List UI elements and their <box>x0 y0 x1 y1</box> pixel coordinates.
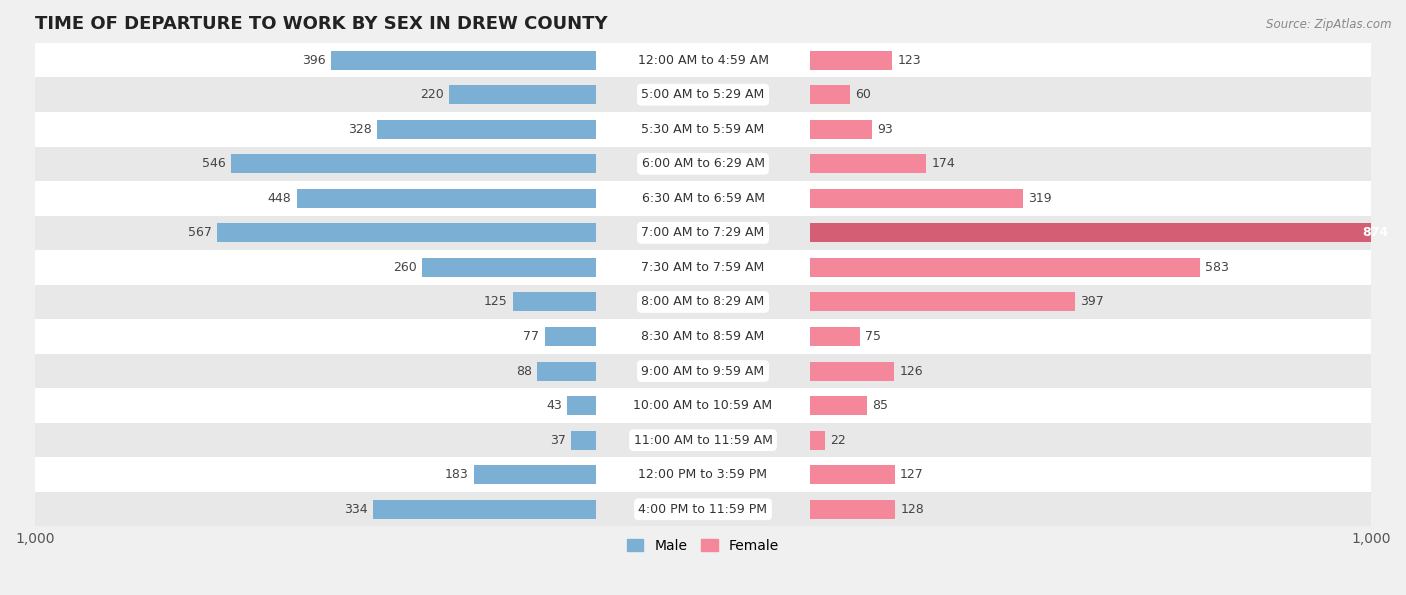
Text: 60: 60 <box>855 88 872 101</box>
Text: 12:00 PM to 3:59 PM: 12:00 PM to 3:59 PM <box>638 468 768 481</box>
Text: 123: 123 <box>897 54 921 67</box>
Text: 334: 334 <box>344 503 367 516</box>
Bar <box>35 146 1371 181</box>
Bar <box>810 327 860 346</box>
Bar <box>810 258 1199 277</box>
Text: 546: 546 <box>202 157 226 170</box>
Bar <box>35 492 1371 527</box>
Bar <box>810 396 866 415</box>
Bar <box>35 43 1371 77</box>
Legend: Male, Female: Male, Female <box>621 533 785 558</box>
Bar <box>35 181 1371 215</box>
Text: 183: 183 <box>444 468 468 481</box>
Text: 7:00 AM to 7:29 AM: 7:00 AM to 7:29 AM <box>641 226 765 239</box>
Bar <box>513 293 596 311</box>
Text: 12:00 AM to 4:59 AM: 12:00 AM to 4:59 AM <box>637 54 769 67</box>
Text: 174: 174 <box>932 157 955 170</box>
Bar <box>377 120 596 139</box>
Text: 319: 319 <box>1028 192 1052 205</box>
Text: 126: 126 <box>900 365 924 378</box>
Bar <box>544 327 596 346</box>
Text: 874: 874 <box>1362 226 1389 239</box>
Text: 567: 567 <box>188 226 212 239</box>
Text: 37: 37 <box>550 434 567 447</box>
Text: 127: 127 <box>900 468 924 481</box>
Text: 328: 328 <box>347 123 371 136</box>
Bar <box>537 362 596 381</box>
Text: 220: 220 <box>420 88 444 101</box>
Bar <box>810 500 896 519</box>
Text: 4:00 PM to 11:59 PM: 4:00 PM to 11:59 PM <box>638 503 768 516</box>
Bar <box>474 465 596 484</box>
Bar <box>35 458 1371 492</box>
Text: 128: 128 <box>901 503 925 516</box>
Text: 260: 260 <box>394 261 418 274</box>
Bar <box>217 223 596 242</box>
Bar <box>297 189 596 208</box>
Text: 396: 396 <box>302 54 326 67</box>
Bar <box>810 465 894 484</box>
Bar <box>810 293 1076 311</box>
Bar <box>568 396 596 415</box>
Bar <box>35 112 1371 146</box>
Text: 8:30 AM to 8:59 AM: 8:30 AM to 8:59 AM <box>641 330 765 343</box>
Bar <box>35 77 1371 112</box>
Bar <box>810 51 893 70</box>
Text: 583: 583 <box>1205 261 1229 274</box>
Bar <box>231 154 596 173</box>
Bar <box>571 431 596 450</box>
Text: 5:00 AM to 5:29 AM: 5:00 AM to 5:29 AM <box>641 88 765 101</box>
Text: 75: 75 <box>865 330 882 343</box>
Text: 8:00 AM to 8:29 AM: 8:00 AM to 8:29 AM <box>641 296 765 308</box>
Bar <box>810 431 825 450</box>
Bar <box>35 250 1371 284</box>
Text: 125: 125 <box>484 296 508 308</box>
Bar <box>449 85 596 104</box>
Text: 7:30 AM to 7:59 AM: 7:30 AM to 7:59 AM <box>641 261 765 274</box>
Bar <box>35 284 1371 320</box>
Text: 6:00 AM to 6:29 AM: 6:00 AM to 6:29 AM <box>641 157 765 170</box>
Text: Source: ZipAtlas.com: Source: ZipAtlas.com <box>1267 18 1392 31</box>
Bar <box>35 215 1371 250</box>
Bar <box>332 51 596 70</box>
Text: 43: 43 <box>547 399 562 412</box>
Text: 11:00 AM to 11:59 AM: 11:00 AM to 11:59 AM <box>634 434 772 447</box>
Text: 77: 77 <box>523 330 540 343</box>
Bar <box>810 120 872 139</box>
Bar <box>810 362 894 381</box>
Bar <box>35 320 1371 354</box>
Bar <box>35 423 1371 458</box>
Text: 22: 22 <box>830 434 846 447</box>
Text: 397: 397 <box>1081 296 1104 308</box>
Text: 10:00 AM to 10:59 AM: 10:00 AM to 10:59 AM <box>634 399 772 412</box>
Text: 6:30 AM to 6:59 AM: 6:30 AM to 6:59 AM <box>641 192 765 205</box>
Bar <box>810 85 851 104</box>
Text: 5:30 AM to 5:59 AM: 5:30 AM to 5:59 AM <box>641 123 765 136</box>
Text: 448: 448 <box>267 192 291 205</box>
Text: 88: 88 <box>516 365 531 378</box>
Text: 85: 85 <box>872 399 889 412</box>
Bar <box>373 500 596 519</box>
Bar <box>810 223 1393 242</box>
Bar <box>810 154 927 173</box>
Bar <box>810 189 1024 208</box>
Text: 9:00 AM to 9:59 AM: 9:00 AM to 9:59 AM <box>641 365 765 378</box>
Text: TIME OF DEPARTURE TO WORK BY SEX IN DREW COUNTY: TIME OF DEPARTURE TO WORK BY SEX IN DREW… <box>35 15 607 33</box>
Text: 93: 93 <box>877 123 893 136</box>
Bar <box>422 258 596 277</box>
Bar <box>35 354 1371 389</box>
Bar <box>35 389 1371 423</box>
